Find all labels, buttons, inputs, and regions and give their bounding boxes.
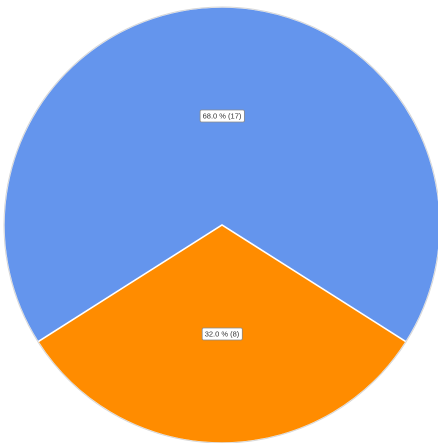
slice-label-text-0: 68.0 % (17) [203,112,242,121]
pie-outline [3,6,438,443]
slice-label-text-1: 32.0 % (8) [205,330,240,339]
slice-label-box-0 [199,109,245,123]
pie-labels: 68.0 % (17) 32.0 % (8) [199,109,245,341]
pie-slices [3,6,438,443]
slice-label-box-1 [201,327,243,341]
slice-label-0: 68.0 % (17) [199,109,245,123]
slice-label-1: 32.0 % (8) [201,327,243,341]
